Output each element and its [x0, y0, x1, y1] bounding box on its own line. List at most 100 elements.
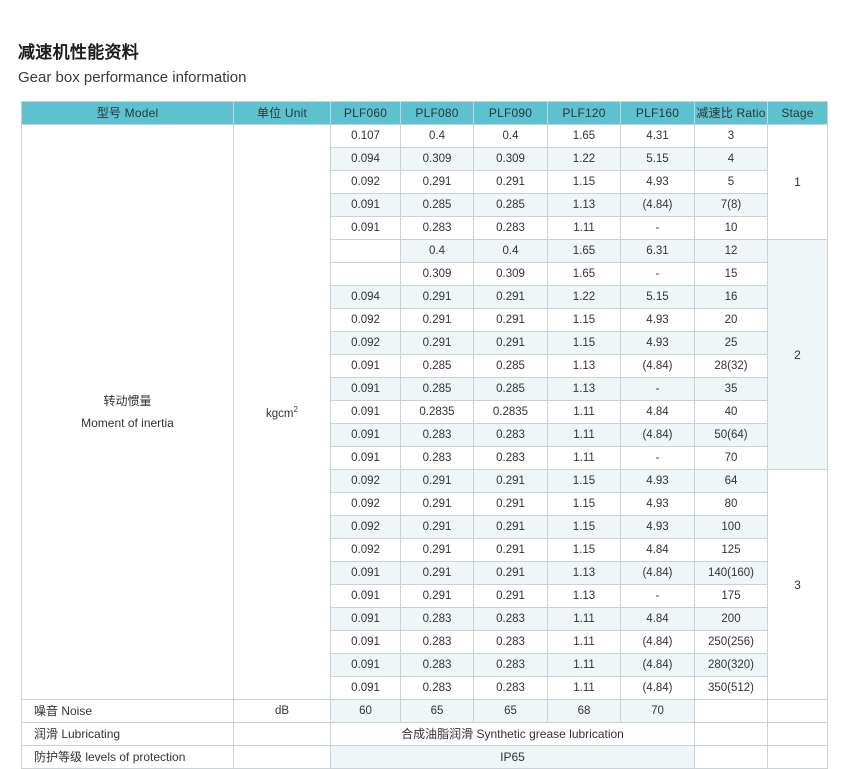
cell-plf120: 1.15 [547, 469, 621, 493]
cell-plf120: 1.15 [547, 538, 621, 562]
table-row: 0.091 0.285 0.285 1.13 (4.84) 28(32) [22, 354, 828, 378]
cell-plf090: 0.283 [473, 607, 548, 631]
cell-plf160: 4.93 [620, 331, 695, 355]
cell-plf060: 0.092 [330, 538, 401, 562]
cell-plf080: 0.283 [400, 423, 474, 447]
cell-plf080: 0.285 [400, 354, 474, 378]
table-row-lubricating: 润滑 Lubricating 合成油脂润滑 Synthetic grease lu… [21, 722, 828, 746]
cell-stage-1: 1 [767, 124, 828, 240]
table-body: 转动惯量 Moment of inertia kgcm2 0.107 0.4 0.4 1.6… [21, 124, 828, 769]
col-header-plf090: PLF090 [473, 101, 548, 125]
cell-plf090: 0.291 [473, 285, 548, 309]
page-title-en: Gear box performance information [18, 69, 247, 86]
table-row: 0.092 0.291 0.291 1.15 4.93 100 [22, 515, 828, 539]
cell-plf080: 0.291 [400, 170, 474, 194]
cell-ratio: 16 [694, 285, 768, 309]
table-row: 0.091 0.285 0.285 1.13-35 [22, 377, 828, 401]
cell-plf080: 0.309 [400, 147, 474, 171]
cell-plf060: 0.092 [330, 469, 401, 493]
table-row-protection: 防护等级 levels of protection IP65 [21, 745, 828, 769]
cell-plf090: 0.291 [473, 584, 548, 608]
cell-plf060: 0.094 [330, 147, 401, 171]
cell-plf120: 1.11 [547, 216, 621, 240]
cell-plf060: 0.091 [330, 561, 401, 585]
cell-plf060 [330, 262, 401, 286]
table-row: 0.091 0.283 0.283 1.11 4.84 200 [22, 607, 828, 631]
table-row: 0.092 0.291 0.291 1.15 4.84 125 [22, 538, 828, 562]
table-row: 0.094 0.309 0.309 1.22 5.15 4 [22, 147, 828, 171]
table-row: 0.091 0.291 0.291 1.13-175 [22, 584, 828, 608]
cell-plf090: 0.309 [473, 262, 548, 286]
cell-plf080: 0.4 [400, 239, 474, 263]
table-row: 0.092 0.291 0.291 1.15 4.93 20 [22, 308, 828, 332]
cell-plf090: 0.285 [473, 193, 548, 217]
cell-ratio: 64 [694, 469, 768, 493]
cell-plf160: - [620, 262, 695, 286]
cell-plf090: 0.291 [473, 170, 548, 194]
cell-plf120: 1.11 [547, 423, 621, 447]
cell-plf090: 0.291 [473, 308, 548, 332]
cell-plf120: 1.13 [547, 193, 621, 217]
cell-plf090: 0.4 [473, 124, 548, 148]
cell-ratio: 3 [694, 124, 768, 148]
cell-plf160: 4.93 [620, 170, 695, 194]
cell-ratio: 350(512) [694, 676, 768, 700]
cell-plf160: - [620, 377, 695, 401]
cell-plf090: 0.309 [473, 147, 548, 171]
cell-noise-0: 60 [330, 699, 401, 723]
unit-superscript: 2 [293, 405, 298, 415]
table-row: 0.091 0.283 0.283 1.11 (4.84) 50(64) [22, 423, 828, 447]
row-unit-protection [233, 745, 331, 769]
cell-plf090: 0.285 [473, 377, 548, 401]
cell-plf160: (4.84) [620, 354, 695, 378]
cell-stage-3: 3 [767, 469, 828, 700]
cell-plf090: 0.291 [473, 492, 548, 516]
cell-noise-stage [767, 699, 828, 723]
cell-plf160: 4.84 [620, 400, 695, 424]
cell-plf060: 0.092 [330, 170, 401, 194]
cell-plf080: 0.283 [400, 630, 474, 654]
cell-plf090: 0.291 [473, 469, 548, 493]
table-row: 0.094 0.291 0.291 1.22 5.15 16 [22, 285, 828, 309]
col-header-stage: Stage [767, 101, 828, 125]
cell-plf060: 0.091 [330, 400, 401, 424]
cell-plf080: 0.283 [400, 607, 474, 631]
cell-plf160: (4.84) [620, 630, 695, 654]
cell-plf080: 0.4 [400, 124, 474, 148]
table-row: 0.091 0.283 0.283 1.11-70 [22, 446, 828, 470]
cell-plf080: 0.283 [400, 446, 474, 470]
row-unit-kgcm2: kgcm2 [233, 124, 331, 700]
cell-ratio: 20 [694, 308, 768, 332]
table-row: 0.309 0.309 1.65-15 [22, 262, 828, 286]
cell-ratio: 12 [694, 239, 768, 263]
cell-ratio: 15 [694, 262, 768, 286]
col-header-unit: 单位 Unit [233, 101, 331, 125]
cell-plf080: 0.285 [400, 377, 474, 401]
cell-plf160: (4.84) [620, 193, 695, 217]
table-row: 转动惯量 Moment of inertia kgcm2 0.107 0.4 0.4 1.6… [21, 124, 828, 700]
cell-plf120: 1.11 [547, 607, 621, 631]
cell-plf060: 0.107 [330, 124, 401, 148]
cell-ratio: 25 [694, 331, 768, 355]
cell-ratio: 28(32) [694, 354, 768, 378]
cell-plf120: 1.65 [547, 239, 621, 263]
cell-noise-4: 70 [620, 699, 695, 723]
cell-plf120: 1.15 [547, 492, 621, 516]
cell-plf120: 1.22 [547, 147, 621, 171]
cell-plf120: 1.11 [547, 653, 621, 677]
col-header-plf060: PLF060 [330, 101, 401, 125]
col-header-plf120: PLF120 [547, 101, 621, 125]
cell-ratio: 100 [694, 515, 768, 539]
cell-noise-2: 65 [473, 699, 548, 723]
cell-plf080: 0.291 [400, 492, 474, 516]
cell-plf160: 4.93 [620, 515, 695, 539]
cell-plf160: 4.84 [620, 607, 695, 631]
page-title-cn: 减速机性能资料 [18, 43, 140, 62]
cell-plf090: 0.4 [473, 239, 548, 263]
cell-plf160: 4.93 [620, 308, 695, 332]
cell-plf160: (4.84) [620, 423, 695, 447]
cell-plf160: (4.84) [620, 653, 695, 677]
cell-plf060: 0.091 [330, 584, 401, 608]
cell-plf160: 4.93 [620, 469, 695, 493]
cell-ratio: 35 [694, 377, 768, 401]
